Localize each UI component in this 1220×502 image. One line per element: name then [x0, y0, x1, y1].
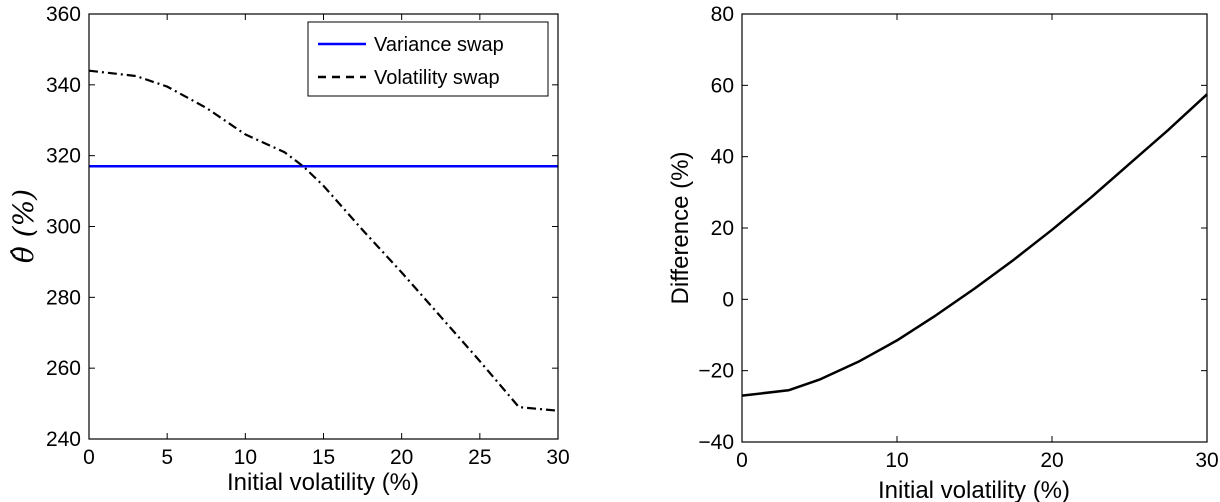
right-y-tick-label: 20	[711, 217, 734, 240]
left-x-tick-label: 20	[390, 446, 413, 469]
legend: Variance swap Volatility swap	[307, 21, 549, 97]
left-y-tick-label: 320	[46, 145, 81, 168]
chart-theta-vs-volatility: 0 5 10 15 20 25 30 240 260 280 300 320 340 360 Initi…	[7, 3, 570, 496]
left-x-tick-label: 5	[161, 446, 173, 469]
legend-box	[307, 21, 549, 97]
left-x-tick-label: 15	[312, 446, 335, 469]
left-y-tick-label: 260	[46, 357, 81, 380]
right-axes-box	[741, 13, 1208, 443]
left-x-axis-label: Initial volatility (%)	[227, 469, 419, 496]
right-y-axis-label: Difference (%)	[667, 152, 694, 305]
left-y-ticks: 240 260 280 300 320 340 360	[46, 3, 558, 451]
right-plot-area	[741, 93, 1208, 397]
chart-difference-vs-volatility: 0 10 20 30 −40 −20 0 20 40 60 80 Initial volatili…	[667, 3, 1219, 502]
right-y-ticks: −40 −20 0 20 40 60 80	[698, 3, 1207, 454]
left-y-axis-label: θ̂ (%)	[7, 189, 40, 263]
right-x-tick-label: 30	[1195, 449, 1218, 472]
left-x-ticks: 0 5 10 15 20 25 30	[83, 14, 570, 469]
right-y-tick-label: 40	[711, 146, 734, 169]
left-x-tick-label: 25	[468, 446, 491, 469]
left-series-volatility-swap	[88, 69, 559, 412]
legend-label-volatility-swap: Volatility swap	[374, 67, 500, 89]
left-y-tick-label: 240	[46, 428, 81, 451]
left-x-tick-label: 10	[234, 446, 257, 469]
right-x-axis-label: Initial volatility (%)	[878, 477, 1070, 502]
right-y-tick-label: 60	[711, 74, 734, 97]
left-plot-area	[88, 69, 559, 412]
left-x-tick-label: 30	[546, 446, 569, 469]
left-y-tick-label: 280	[46, 286, 81, 309]
left-x-tick-label: 0	[83, 446, 95, 469]
left-y-tick-label: 340	[46, 74, 81, 97]
right-series-series-0	[741, 93, 1208, 397]
left-y-tick-label: 360	[46, 3, 81, 26]
right-x-ticks: 0 10 20 30	[736, 14, 1219, 472]
right-y-tick-label: −40	[698, 431, 734, 454]
legend-label-variance-swap: Variance swap	[374, 34, 504, 56]
right-x-tick-label: 20	[1040, 449, 1063, 472]
right-x-tick-label: 0	[736, 449, 748, 472]
right-y-tick-label: 80	[711, 3, 734, 26]
right-x-tick-label: 10	[885, 449, 908, 472]
left-y-tick-label: 300	[46, 216, 81, 239]
right-y-tick-label: 0	[722, 288, 734, 311]
right-y-tick-label: −20	[698, 360, 734, 383]
